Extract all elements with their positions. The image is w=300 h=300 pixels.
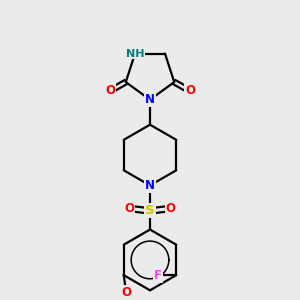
- Text: S: S: [145, 204, 155, 218]
- Text: O: O: [121, 286, 131, 299]
- Text: O: O: [166, 202, 176, 215]
- Text: NH: NH: [126, 49, 144, 58]
- Text: N: N: [145, 93, 155, 106]
- Text: O: O: [105, 84, 115, 98]
- Text: O: O: [124, 202, 134, 215]
- Text: F: F: [154, 268, 162, 282]
- Text: N: N: [145, 179, 155, 192]
- Text: O: O: [185, 84, 195, 98]
